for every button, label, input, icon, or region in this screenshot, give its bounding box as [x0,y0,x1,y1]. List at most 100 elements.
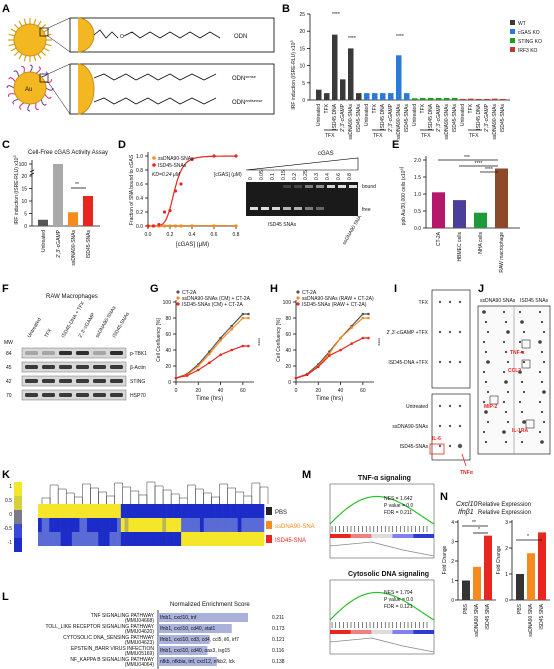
lobe [19,102,25,110]
b-ytick-label: 25 [299,12,305,18]
k-heatmap-cell [222,518,227,532]
gel-bound: bound [362,184,376,190]
k-scale-block [14,496,22,510]
k-heatmap-cell [90,532,95,546]
k-heatmap-cell [252,518,257,532]
m-enrichment-curve [329,591,435,621]
i-spot [438,330,442,334]
l-bar [158,646,208,655]
lobe [8,93,16,97]
h-ytick-label: 0 [288,380,291,386]
c-ytick-label: 15 [21,187,27,193]
k-heatmap-cell [113,532,118,546]
m-bot-p: P value = 0.0 [384,597,413,603]
h-point [328,351,331,355]
l-pathway-name: NF_KAPPA B SIGNALING PATHWAY [70,657,154,663]
g-point [241,344,245,348]
m-plot-frame [329,579,435,655]
k-heatmap-cell [98,504,103,518]
d-point-ssdna [162,224,167,228]
g-point [230,348,234,352]
gel-conc: 0.4 [325,173,331,180]
j-spot [520,380,524,384]
k-heatmap-cell [75,504,80,518]
g-ytick-label: 60 [165,332,171,338]
j-spot [484,410,488,414]
j-spot [504,380,508,384]
k-heatmap-cell [237,532,242,546]
linker-top [93,29,119,39]
k-heatmap-cell [184,518,189,532]
i-il6-label: IL-6 [432,436,441,442]
k-scale-block [14,510,22,524]
g-legend-marker [176,290,180,294]
k-heatmap-cell [139,532,144,546]
gel-conc: 0.3 [314,173,320,180]
panel-c-chart: Cell-Free cGAS Activity Assay IRF induct… [12,150,108,266]
k-heatmap-cell [196,532,201,546]
l-genes: nfkb, nfkbia, tnf, cxcl12, nfkb2, lck [160,659,235,665]
k-heatmap-cell [90,504,95,518]
h-point [350,326,354,329]
h-ytick-label: 40 [285,348,291,354]
panel-m-gsea: TNF-α signaling NES = 1.642 P value = 0.… [329,475,435,655]
d-point-isd [151,224,156,228]
l-bar [158,613,248,622]
panel-e-chart: ppb Au/30,000 cells (x103) 0.0 0.5 1.0 1.5 2… [399,155,520,273]
i-spot [438,300,442,304]
b-xtick-label: ssDNA90-SNAs [396,104,402,140]
j-highlight-box [521,359,531,369]
k-heatmap-cell [260,504,265,518]
k-heatmap-cell [233,532,238,546]
e-bar [495,168,508,228]
j-spot [504,440,508,444]
j-spot [540,320,544,324]
j-spot [522,420,526,424]
f-band [25,379,38,383]
spike [23,55,27,62]
b-bar [468,98,474,100]
n-bar [473,566,481,600]
i-spot [458,360,462,364]
g-point [241,316,245,320]
d-point-isd [234,154,238,158]
k-heatmap-cell [38,532,43,546]
lobe [44,93,52,99]
h-xtick-label: 60 [360,388,366,394]
k-row-swatch [266,535,272,543]
c-xtick-label: 2',3'-cGAMP [56,229,62,257]
j-label-ccl2: CCL2 [508,368,521,374]
h-series-line [295,337,369,379]
odn-antisense-label: ODNantisense [232,98,263,106]
gel-band-free [261,207,269,210]
d-point-isd [146,224,150,228]
b-tfx-label: TFX [325,133,335,139]
m-rank-bar [392,630,414,634]
b-bar [372,93,378,100]
d-legend-label: ssDNA90-SNAs [158,156,194,162]
k-heatmap-cell [252,532,257,546]
k-scale-block [14,482,22,496]
k-heatmap-cell [218,504,223,518]
g-point [174,376,178,380]
k-scale-block [14,524,22,538]
k-heatmap-cell [203,504,208,518]
f-band-name: STING [130,379,145,385]
j-spot [506,330,510,334]
n-bar [484,535,492,600]
h-point [361,336,365,340]
m-rank-bar [330,534,351,538]
k-heatmap-cell [169,518,174,532]
k-heatmap-cell [177,518,182,532]
d-point-isd [179,182,183,186]
g-point [230,327,234,331]
k-heatmap-cell [113,504,118,518]
k-heatmap-cell [75,518,80,532]
d-point-isd [157,223,161,227]
j-spot [486,420,490,424]
k-heatmap-cell [245,504,250,518]
n-ytick-label: 0 [451,598,454,604]
d-legend-label: ISD45-SNAs [158,163,187,169]
j-spot [540,380,544,384]
h-ytick-label: 60 [285,332,291,338]
